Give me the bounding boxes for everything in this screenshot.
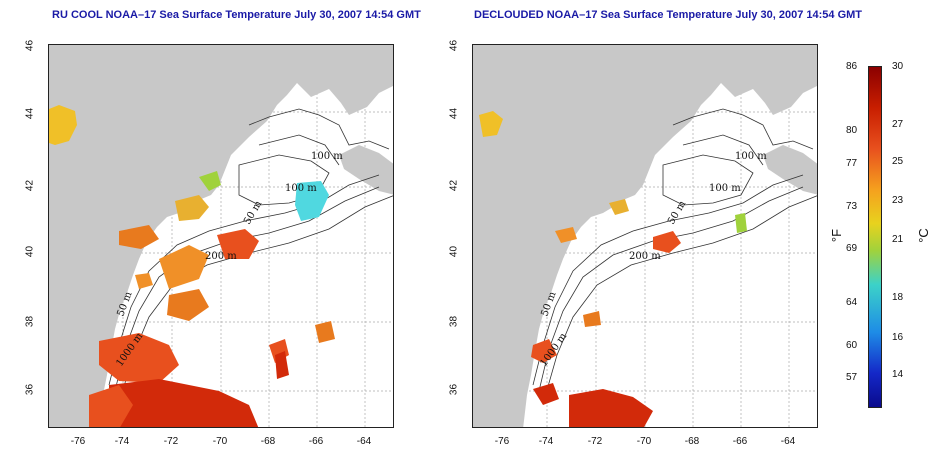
colorbar-f-label: 77: [846, 158, 858, 169]
right-y-tick: 38: [448, 315, 460, 328]
right-land: [473, 45, 817, 427]
right-map-title: DECLOUDED NOAA–17 Sea Surface Temperatur…: [474, 9, 863, 21]
right-y-tick: 46: [448, 39, 460, 52]
colorbar-c-label: 21: [892, 234, 904, 245]
left-y-tick: 44: [24, 107, 36, 120]
colorbar-c-label: 25: [892, 156, 904, 167]
left-map-title: RU COOL NOAA–17 Sea Surface Temperature …: [52, 9, 421, 21]
right-x-tick: -70: [636, 436, 652, 447]
colorbar-f-label: 60: [846, 340, 858, 351]
left-sst-patches: [49, 105, 335, 427]
right-map-panel: 100 m 100 m 50 m 200 m 50 m 1000 m: [472, 44, 818, 428]
right-label-100m-a: 100 m: [735, 151, 767, 162]
right-x-tick: -76: [494, 436, 510, 447]
left-label-100m-a: 100 m: [311, 151, 343, 162]
colorbar-f-label: 80: [846, 125, 858, 136]
left-land: [49, 45, 393, 427]
left-map-panel: 100 m 100 m 50 m 200 m 50 m 1000 m: [48, 44, 394, 428]
right-contours: [532, 108, 817, 398]
colorbar-f-label: 64: [846, 297, 858, 308]
left-x-tick: -74: [114, 436, 130, 447]
right-y-tick: 44: [448, 107, 460, 120]
right-y-tick: 42: [448, 179, 460, 192]
left-y-tick: 38: [24, 315, 36, 328]
temperature-colorbar: [868, 66, 882, 408]
colorbar-unit-fahrenheit: °F: [829, 228, 845, 243]
left-x-tick: -66: [308, 436, 324, 447]
right-label-50m-a: 50 m: [666, 199, 688, 227]
colorbar-f-label: 73: [846, 201, 858, 212]
colorbar-c-label: 27: [892, 119, 904, 130]
colorbar-f-label: 86: [846, 61, 858, 72]
colorbar-c-label: 16: [892, 332, 904, 343]
left-x-tick: -72: [163, 436, 179, 447]
colorbar-f-label: 57: [846, 372, 858, 383]
left-x-tick: -68: [260, 436, 276, 447]
right-label-200m: 200 m: [629, 251, 661, 262]
left-label-100m-b: 100 m: [285, 183, 317, 194]
left-x-tick: -70: [212, 436, 228, 447]
colorbar-f-label: 69: [846, 243, 858, 254]
right-x-tick: -72: [587, 436, 603, 447]
right-label-100m-b: 100 m: [709, 183, 741, 194]
left-y-tick: 42: [24, 179, 36, 192]
right-sst-patches: [479, 111, 747, 427]
left-y-tick: 36: [24, 383, 36, 396]
right-y-tick: 40: [448, 245, 460, 258]
left-x-tick: -64: [356, 436, 372, 447]
left-y-tick: 46: [24, 39, 36, 52]
left-label-50m-a: 50 m: [242, 199, 264, 227]
colorbar-c-label: 18: [892, 292, 904, 303]
right-land-island: [763, 145, 817, 195]
right-x-tick: -68: [684, 436, 700, 447]
left-y-tick: 40: [24, 245, 36, 258]
right-map-svg: 100 m 100 m 50 m 200 m 50 m 1000 m: [473, 45, 817, 427]
right-x-tick: -64: [780, 436, 796, 447]
right-y-tick: 36: [448, 383, 460, 396]
left-label-200m: 200 m: [205, 251, 237, 262]
right-x-tick: -74: [538, 436, 554, 447]
colorbar-c-label: 14: [892, 369, 904, 380]
left-map-svg: 100 m 100 m 50 m 200 m 50 m 1000 m: [49, 45, 393, 427]
right-x-tick: -66: [732, 436, 748, 447]
colorbar-c-label: 23: [892, 195, 904, 206]
left-x-tick: -76: [70, 436, 86, 447]
left-land-island: [339, 145, 393, 195]
colorbar-unit-celsius: °C: [915, 228, 931, 243]
colorbar-c-label: 30: [892, 61, 904, 72]
